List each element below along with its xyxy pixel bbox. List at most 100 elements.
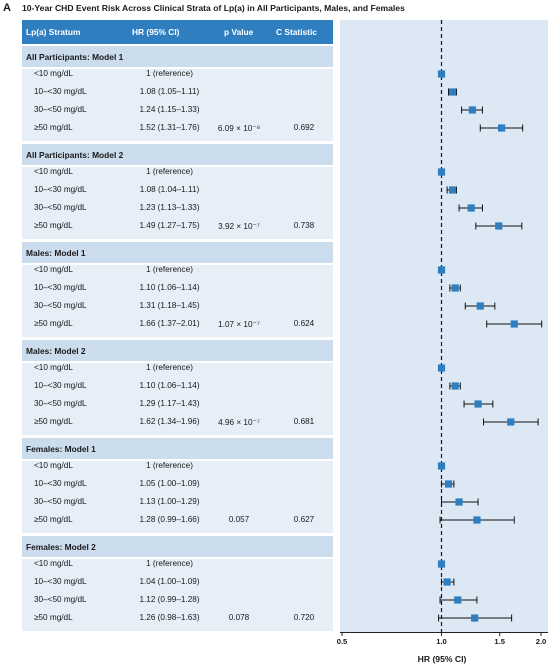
cell-hr: 1 (reference)	[146, 69, 193, 78]
cell-hr: 1.66 (1.37–2.01)	[139, 319, 200, 328]
hr-point	[498, 124, 506, 132]
hr-point	[474, 400, 482, 408]
table-row: 30–<50 mg/dL 1.23 (1.13–1.33)	[22, 200, 333, 218]
table-row: ≥50 mg/dL 1.26 (0.98–1.63) 0.078 0.720	[22, 610, 333, 628]
cell-hr: 1.10 (1.06–1.14)	[139, 381, 200, 390]
cell-hr: 1 (reference)	[146, 461, 193, 470]
section-title: Males: Model 1	[22, 242, 333, 263]
table-row: 10–<30 mg/dL 1.08 (1.04–1.11)	[22, 182, 333, 200]
cell-p-value: 0.057	[228, 515, 250, 524]
cell-stratum: ≥50 mg/dL	[34, 515, 73, 524]
table-row: <10 mg/dL 1 (reference)	[22, 164, 333, 182]
cell-stratum: 10–<30 mg/dL	[34, 87, 87, 96]
cell-hr: 1.49 (1.27–1.75)	[139, 221, 200, 230]
hr-point	[476, 302, 484, 310]
section-title: All Participants: Model 1	[22, 46, 333, 67]
hr-point	[507, 418, 515, 426]
table-row: <10 mg/dL 1 (reference)	[22, 360, 333, 378]
cell-stratum: 30–<50 mg/dL	[34, 497, 87, 506]
cell-hr: 1.08 (1.05–1.11)	[139, 87, 200, 96]
cell-c-statistic: 0.738	[293, 221, 315, 230]
table-row: 10–<30 mg/dL 1.04 (1.00–1.09)	[22, 574, 333, 592]
cell-stratum: 30–<50 mg/dL	[34, 301, 87, 310]
x-tick-label: 2.0	[536, 637, 547, 646]
figure-title: 10-Year CHD Event Risk Across Clinical S…	[22, 3, 405, 13]
x-tick-label: 1.5	[494, 637, 505, 646]
cell-stratum: ≥50 mg/dL	[34, 613, 73, 622]
cell-hr: 1.04 (1.00–1.09)	[139, 577, 200, 586]
cell-c-statistic: 0.692	[293, 123, 315, 132]
cell-hr: 1.12 (0.99–1.28)	[139, 595, 200, 604]
section-body	[22, 69, 333, 141]
cell-c-statistic: 0.720	[293, 613, 315, 622]
hr-point	[448, 186, 457, 194]
cell-hr: 1.31 (1.18–1.45)	[139, 301, 200, 310]
cell-stratum: 10–<30 mg/dL	[34, 185, 87, 194]
cell-hr: 1.52 (1.31–1.76)	[139, 123, 200, 132]
section-title-text: Males: Model 2	[26, 346, 86, 356]
cell-stratum: <10 mg/dL	[34, 265, 73, 274]
section-body	[22, 559, 333, 631]
header-stratum: Lp(a) Stratum	[26, 27, 81, 37]
section-body	[22, 265, 333, 337]
cell-stratum: 10–<30 mg/dL	[34, 479, 87, 488]
table-row: 30–<50 mg/dL 1.12 (0.99–1.28)	[22, 592, 333, 610]
cell-stratum: 10–<30 mg/dL	[34, 381, 87, 390]
table-row: 30–<50 mg/dL 1.29 (1.17–1.43)	[22, 396, 333, 414]
section-title: Females: Model 2	[22, 536, 333, 557]
hr-point	[437, 560, 446, 568]
cell-p-value: 4.96 × 10⁻⁷	[218, 418, 260, 427]
hr-point	[495, 222, 503, 230]
table-row: 10–<30 mg/dL 1.10 (1.06–1.14)	[22, 378, 333, 396]
table-row: ≥50 mg/dL 1.62 (1.34–1.96) 4.96 × 10⁻⁷ 0.68…	[22, 414, 333, 432]
hr-point	[448, 88, 457, 96]
cell-stratum: 10–<30 mg/dL	[34, 577, 87, 586]
hr-point	[437, 462, 446, 470]
table-row: 10–<30 mg/dL 1.10 (1.06–1.14)	[22, 280, 333, 298]
panel-letter: A	[3, 2, 11, 14]
cell-stratum: <10 mg/dL	[34, 461, 73, 470]
hr-point	[451, 382, 459, 390]
cell-stratum: <10 mg/dL	[34, 363, 73, 372]
cell-hr: 1 (reference)	[146, 559, 193, 568]
table-row: ≥50 mg/dL 1.52 (1.31–1.76) 6.09 × 10⁻⁸ 0.69…	[22, 120, 333, 138]
hr-point	[455, 498, 463, 506]
table-row: 10–<30 mg/dL 1.05 (1.00–1.09)	[22, 476, 333, 494]
cell-hr: 1.05 (1.00–1.09)	[139, 479, 200, 488]
x-tick-label: 1.0	[436, 637, 447, 646]
section-title: All Participants: Model 2	[22, 144, 333, 165]
table-row: 30–<50 mg/dL 1.24 (1.15–1.33)	[22, 102, 333, 120]
header-p: p Value	[224, 27, 254, 37]
cell-p-value: 3.92 × 10⁻⁷	[218, 222, 260, 231]
cell-stratum: 30–<50 mg/dL	[34, 399, 87, 408]
section-title-text: Females: Model 2	[26, 542, 96, 552]
hr-point	[471, 614, 479, 622]
section-title: Males: Model 2	[22, 340, 333, 361]
cell-hr: 1.26 (0.98–1.63)	[139, 613, 200, 622]
hr-point	[467, 204, 475, 212]
hr-point	[468, 106, 476, 114]
table-row: ≥50 mg/dL 1.66 (1.37–2.01) 1.07 × 10⁻⁷ 0.62…	[22, 316, 333, 334]
cell-hr: 1.29 (1.17–1.43)	[139, 399, 200, 408]
cell-stratum: 30–<50 mg/dL	[34, 203, 87, 212]
header-hr: HR (95% CI)	[132, 27, 180, 37]
cell-p-value: 6.09 × 10⁻⁸	[217, 124, 261, 133]
table-row: 30–<50 mg/dL 1.13 (1.00–1.29)	[22, 494, 333, 512]
hr-point	[451, 284, 459, 292]
cell-stratum: 30–<50 mg/dL	[34, 595, 87, 604]
table-row: ≥50 mg/dL 1.28 (0.99–1.66) 0.057 0.627	[22, 512, 333, 530]
hr-point	[443, 578, 451, 586]
cell-hr: 1.23 (1.13–1.33)	[139, 203, 200, 212]
x-axis-label: HR (95% CI)	[418, 654, 467, 664]
section-title: Females: Model 1	[22, 438, 333, 459]
table-row: 30–<50 mg/dL 1.31 (1.18–1.45)	[22, 298, 333, 316]
section-body	[22, 363, 333, 435]
cell-hr: 1 (reference)	[146, 363, 193, 372]
cell-stratum: <10 mg/dL	[34, 559, 73, 568]
hr-point	[454, 596, 462, 604]
section-body	[22, 167, 333, 239]
hr-point	[437, 168, 446, 176]
section-body	[22, 461, 333, 533]
cell-hr: 1.24 (1.15–1.33)	[139, 105, 200, 114]
